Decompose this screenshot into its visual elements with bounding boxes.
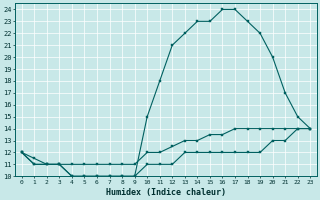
X-axis label: Humidex (Indice chaleur): Humidex (Indice chaleur) — [106, 188, 226, 197]
